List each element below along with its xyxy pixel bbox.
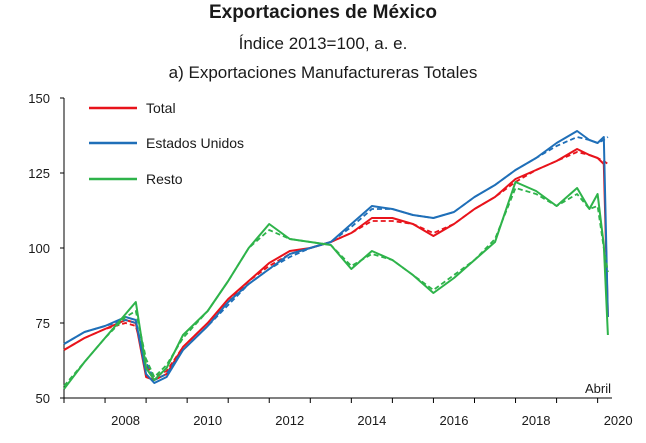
- series-line: [63, 148, 609, 381]
- chart-annotation: Abril: [585, 381, 611, 396]
- x-tick-label: 2016: [440, 413, 469, 428]
- series-line: [63, 130, 609, 384]
- series-trend-line: [63, 136, 609, 381]
- x-tick-label: 2008: [111, 413, 140, 428]
- series-trend-line: [63, 187, 609, 387]
- panel-title: a) Exportaciones Manufactureras Totales: [168, 63, 478, 82]
- chart-title: Exportaciones de México: [208, 2, 438, 23]
- chart-axes: 50 75 100 125 150 2008 2010 2012 2014 2016 2018 202…: [28, 91, 632, 428]
- y-tick-label: 125: [28, 166, 50, 181]
- chart-subtitle: Índice 2013=100, a. e.: [238, 34, 408, 53]
- x-tick-label: 2010: [193, 413, 222, 428]
- x-tick-label: 2014: [357, 413, 386, 428]
- y-tick-label: 150: [28, 91, 50, 106]
- y-tick-label: 75: [36, 316, 50, 331]
- legend-label: Estados Unidos: [146, 135, 244, 151]
- x-tick-label: 2020: [604, 413, 633, 428]
- series-line: [63, 181, 609, 390]
- legend-label: Total: [146, 100, 176, 116]
- chart-legend: Total Estados Unidos Resto: [89, 100, 244, 187]
- x-tick-label: 2018: [522, 413, 551, 428]
- x-tick-label: 2012: [275, 413, 304, 428]
- chart-series: [63, 130, 609, 390]
- legend-label: Resto: [146, 171, 183, 187]
- y-tick-label: 50: [36, 391, 50, 406]
- y-tick-label: 100: [28, 241, 50, 256]
